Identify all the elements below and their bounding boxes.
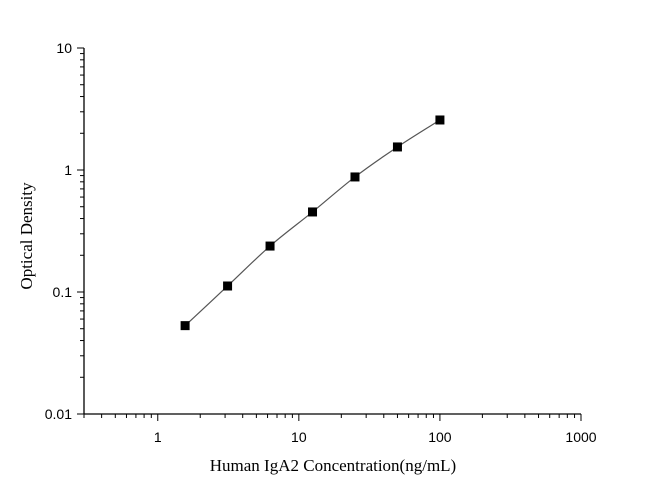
data-point-marker bbox=[180, 321, 190, 331]
x-tick-label: 1000 bbox=[565, 429, 596, 445]
data-point-marker bbox=[265, 241, 275, 251]
x-tick-label: 10 bbox=[291, 429, 307, 445]
data-point-marker bbox=[308, 207, 318, 217]
y-tick-label: 10 bbox=[56, 40, 72, 56]
data-points bbox=[180, 115, 445, 331]
y-tick-label: 0.1 bbox=[53, 284, 73, 300]
data-point-marker bbox=[392, 142, 402, 152]
x-tick-label: 100 bbox=[428, 429, 452, 445]
data-point-marker bbox=[223, 281, 233, 291]
data-point-marker bbox=[350, 172, 360, 182]
axes: 1 10 100 1000 0.01 0.1 1 10 bbox=[45, 40, 597, 445]
y-tick-label: 1 bbox=[64, 162, 72, 178]
x-axis-title: Human IgA2 Concentration(ng/mL) bbox=[210, 456, 456, 475]
y-axis-title: Optical Density bbox=[17, 182, 36, 290]
y-tick-label: 0.01 bbox=[45, 406, 72, 422]
data-point-marker bbox=[435, 115, 445, 125]
x-tick-label: 1 bbox=[154, 429, 162, 445]
